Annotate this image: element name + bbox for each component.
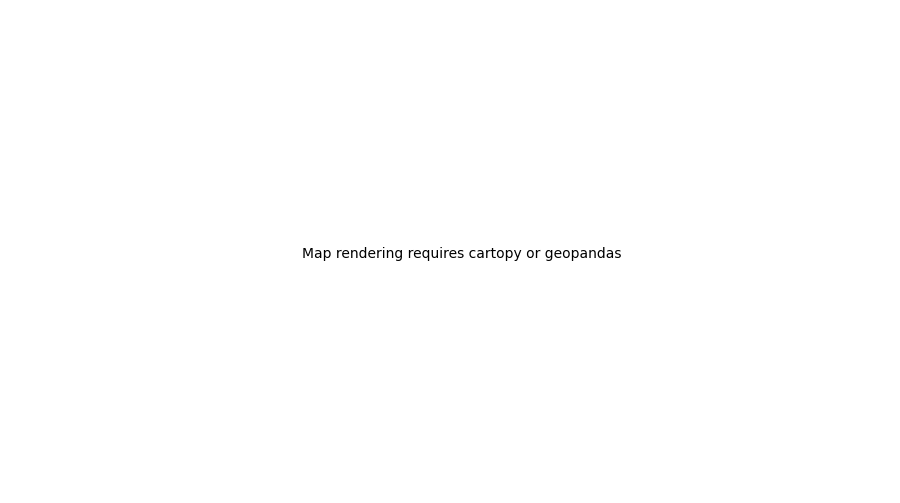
Text: Map rendering requires cartopy or geopandas: Map rendering requires cartopy or geopan… xyxy=(302,247,621,261)
